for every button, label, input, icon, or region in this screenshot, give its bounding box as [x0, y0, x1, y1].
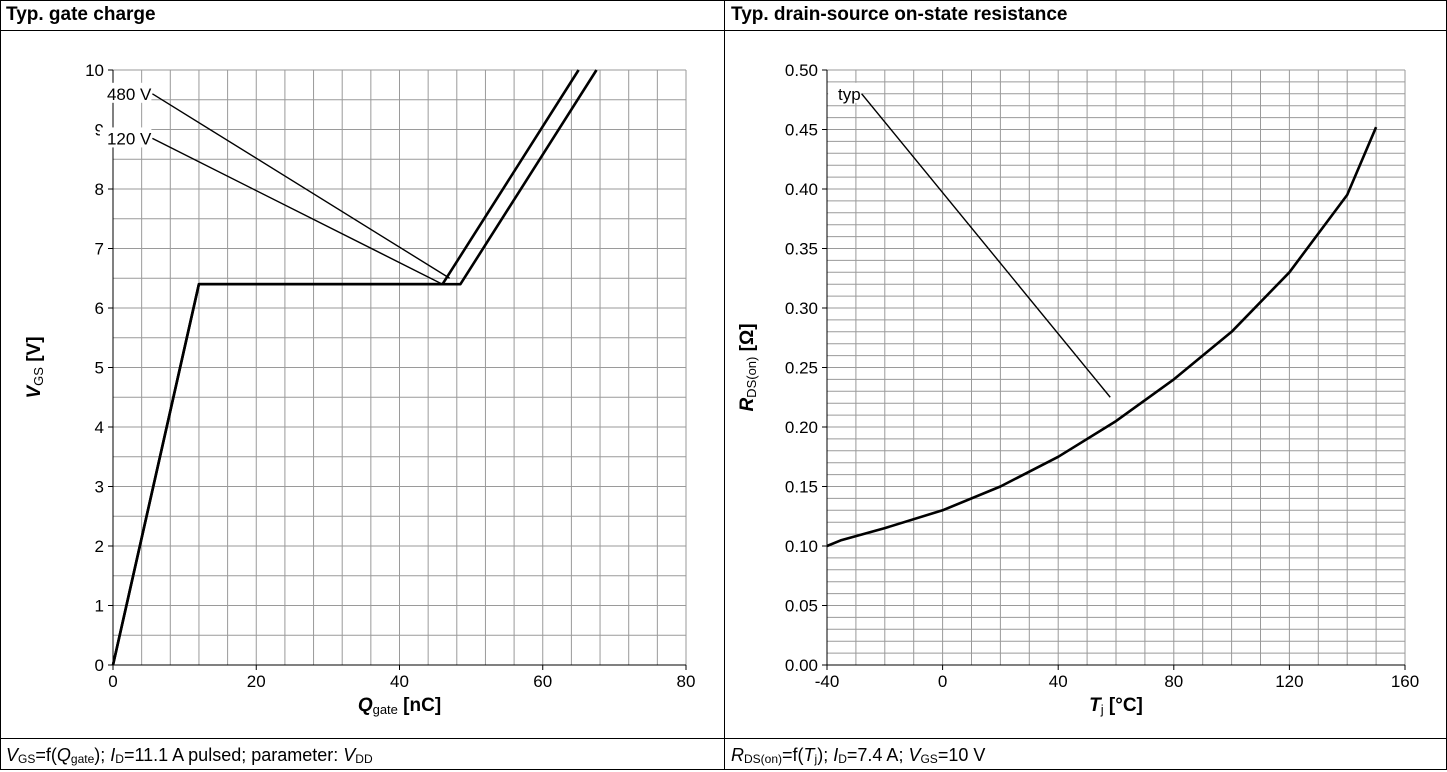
footer-text: ); — [817, 745, 834, 765]
y-tick-label: 0.15 — [785, 478, 818, 497]
footer-text: =7.4 A; — [846, 745, 909, 765]
y-tick-label: 8 — [95, 180, 104, 199]
y-tick-label: 0.45 — [785, 121, 818, 140]
y-tick-label: 0.30 — [785, 299, 818, 318]
x-tick-label: 40 — [390, 672, 409, 691]
footer-sym: I — [833, 745, 839, 765]
x-tick-label: 160 — [1391, 672, 1419, 691]
footer-text: =10 V — [937, 745, 986, 765]
footer-sub: D — [838, 752, 847, 766]
gate-charge-conditions: VGS=f(Qgate); ID=11.1 A pulsed; paramete… — [0, 740, 724, 770]
gate-charge-chart: 0 20 40 60 80 0 1 2 3 4 5 6 7 8 9 10 Qgate [nC] VGS [V] 48… — [24, 61, 695, 717]
footer-sym: Q — [56, 745, 71, 765]
y-tick-label: 0 — [95, 656, 104, 675]
gate-charge-title: Typ. gate charge — [6, 4, 156, 25]
footer-text: =f( — [35, 745, 57, 765]
footer-sym: R — [731, 745, 744, 765]
x-tick-label: -40 — [815, 672, 840, 691]
y-tick-label: 5 — [95, 359, 104, 378]
footer-sym: T — [803, 745, 815, 765]
footer-sym: V — [908, 745, 921, 765]
y-tick-label: 0.00 — [785, 656, 818, 675]
y-axis-label: RDS(on) [Ω] — [737, 323, 759, 411]
annotation-label: 480 V — [107, 85, 152, 104]
rdson-conditions: RDS(on)=f(Tj); ID=7.4 A; VGS=10 V — [725, 740, 1447, 770]
y-tick-label: 0.10 — [785, 537, 818, 556]
y-tick-label: 10 — [85, 61, 104, 80]
rdson-title: Typ. drain-source on-state resistance — [731, 4, 1068, 25]
footer-sym: I — [110, 745, 116, 765]
annotation-label-bg — [828, 82, 861, 103]
footer-sub: D — [115, 752, 124, 766]
rdson-chart: -40 0 40 80 120 160 0.00 0.05 0.10 0.15 0.20 0.25 0.… — [737, 61, 1419, 717]
y-tick-label: 7 — [95, 240, 104, 259]
annotation-label-bg — [99, 127, 152, 148]
footer-sub: GS — [920, 752, 938, 766]
y-tick-label: 0.35 — [785, 240, 818, 259]
footer-text: =f( — [782, 745, 804, 765]
y-tick-label: 0.25 — [785, 359, 818, 378]
footer-sym: V — [343, 745, 356, 765]
y-tick-label: 1 — [95, 597, 104, 616]
footer-sub: GS — [18, 752, 36, 766]
x-axis-label: Qgate [nC] — [358, 695, 441, 717]
x-axis-label: Tj [°C] — [1089, 695, 1143, 717]
y-tick-label: 9 — [95, 121, 104, 140]
y-tick-label: 0.40 — [785, 180, 818, 199]
y-tick-label: 0.20 — [785, 418, 818, 437]
footer-text: =11.1 A pulsed; parameter: — [123, 745, 344, 765]
x-tick-label: 20 — [247, 672, 266, 691]
x-tick-label: 60 — [533, 672, 552, 691]
y-tick-label: 0.05 — [785, 597, 818, 616]
y-tick-label: 4 — [95, 418, 104, 437]
footer-sub: gate — [70, 752, 95, 766]
footer-sym: V — [6, 745, 19, 765]
series-line — [111, 69, 598, 666]
y-tick-label: 6 — [95, 299, 104, 318]
x-tick-label: 80 — [1164, 672, 1183, 691]
y-tick-label: 3 — [95, 478, 104, 497]
x-tick-label: 0 — [108, 672, 117, 691]
y-tick-label: 0.50 — [785, 61, 818, 80]
plot-area: -40 0 40 80 120 160 0.00 0.05 0.10 0.15 0.20 0.25 0.… — [737, 61, 1419, 717]
footer-sub: DD — [355, 752, 373, 766]
annotation-leader-line — [152, 137, 443, 285]
annotation-label: 120 V — [107, 129, 152, 148]
annotation-label: typ — [838, 85, 861, 104]
plot-area: 0 20 40 60 80 0 1 2 3 4 5 6 7 8 9 10 Qgate [nC] VGS [V] 48… — [24, 61, 695, 717]
x-tick-label: 80 — [677, 672, 696, 691]
x-tick-label: 120 — [1275, 672, 1303, 691]
annotation-leader-line — [152, 93, 451, 279]
x-tick-label: 0 — [938, 672, 947, 691]
footer-text: ); — [94, 745, 111, 765]
series-line — [826, 126, 1378, 548]
y-tick-label: 2 — [95, 537, 104, 556]
footer-sub: j — [814, 752, 818, 766]
annotation-leader-line — [861, 93, 1111, 398]
x-tick-label: 40 — [1049, 672, 1068, 691]
footer-sub: DS(on) — [744, 752, 783, 766]
y-axis-label: VGS [V] — [24, 336, 46, 398]
annotation-label-bg — [99, 82, 152, 103]
